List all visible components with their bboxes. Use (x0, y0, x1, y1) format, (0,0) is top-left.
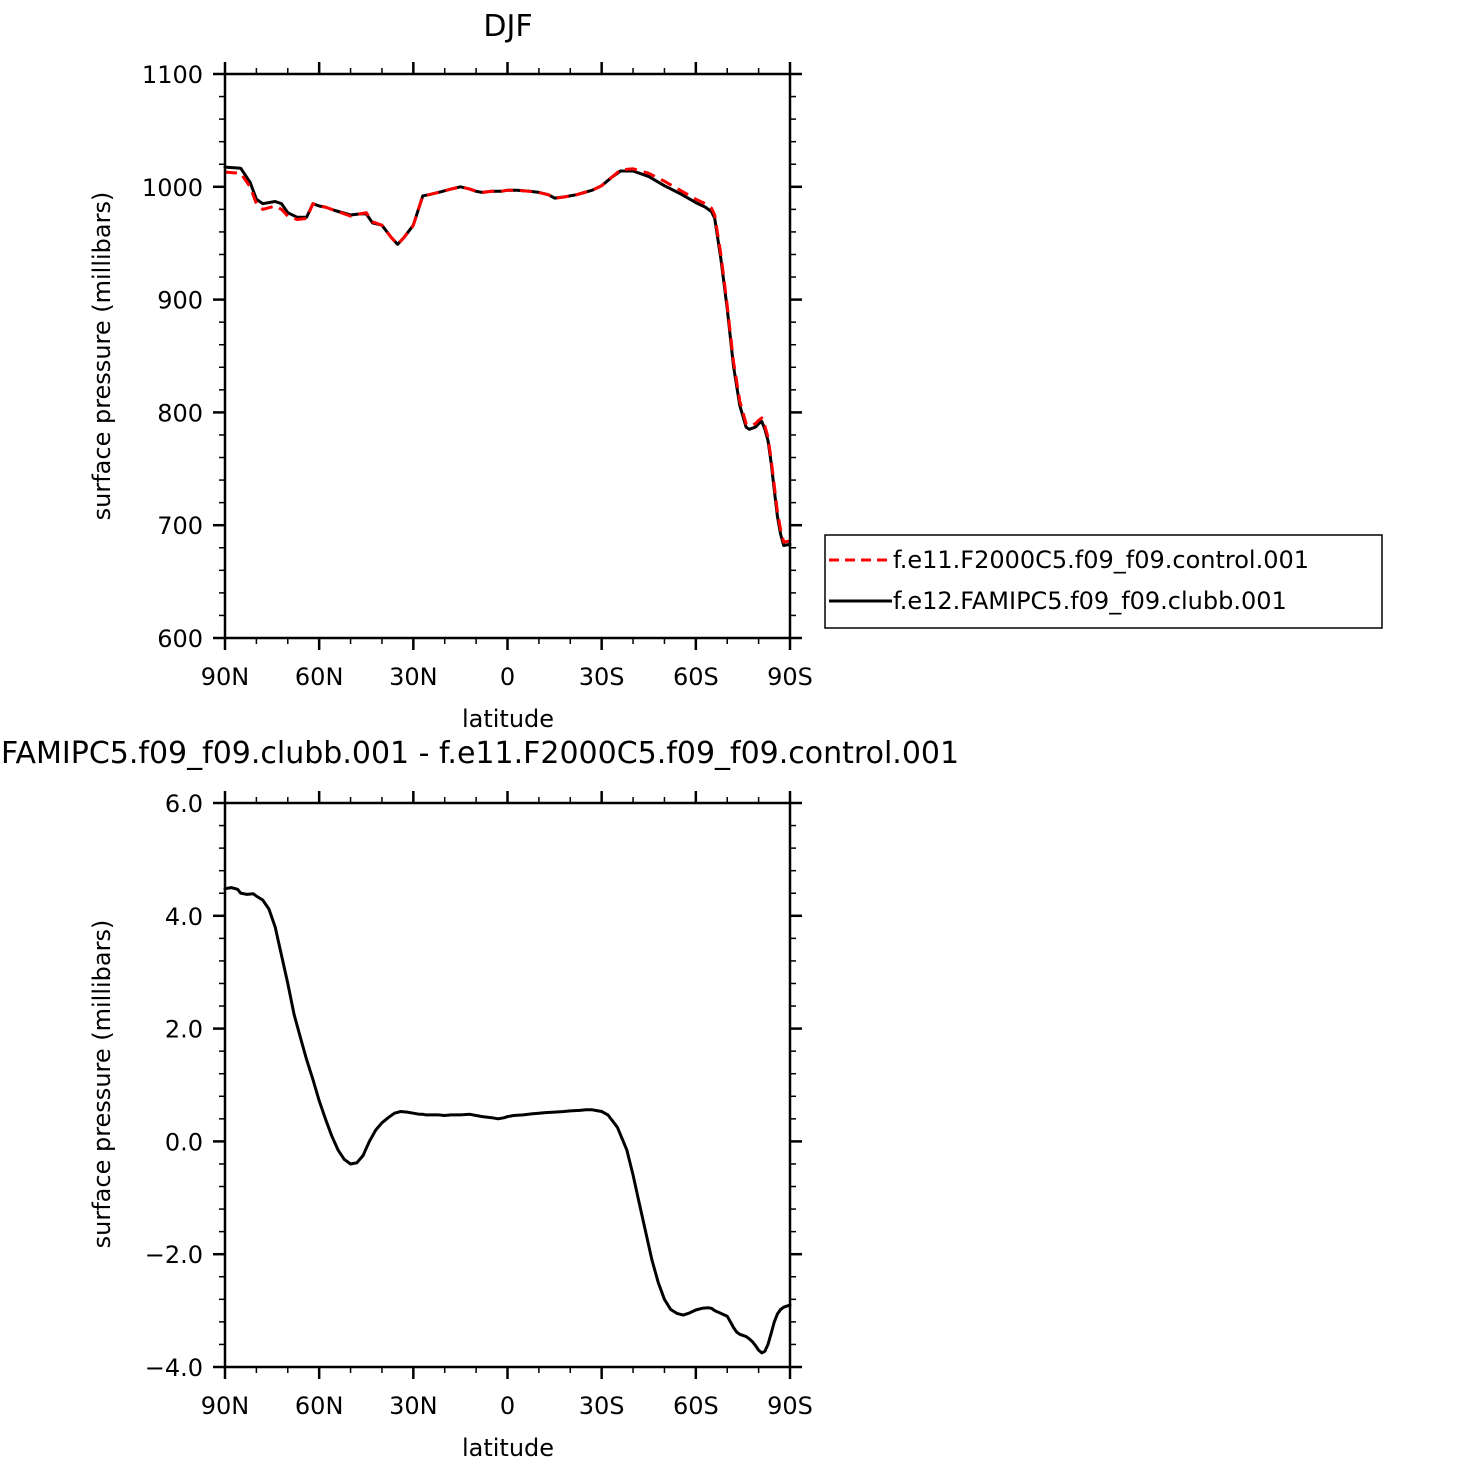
y-axis-title: surface pressure (millibars) (88, 192, 116, 521)
series-group (223, 165, 792, 547)
x-tick-label: 30S (579, 663, 625, 691)
x-tick-label: 90N (201, 663, 250, 691)
x-tick-label: 60S (673, 663, 719, 691)
legend: f.e11.F2000C5.f09_f09.control.001 f.e12.… (824, 534, 1383, 629)
x-tick-label: 90S (767, 1392, 813, 1420)
tick-group: −4.0 −2.0 0.0 2.0 4.0 6.0 90N 60N 30N 0 30S 60S 90S (145, 790, 813, 1420)
y-tick-label: −4.0 (145, 1354, 203, 1382)
y-tick-label: 1000 (142, 174, 203, 202)
y-tick-label: −2.0 (145, 1241, 203, 1269)
y-tick-label: 6.0 (165, 790, 203, 818)
x-axis-title: latitude (462, 1434, 554, 1462)
y-tick-label: 2.0 (165, 1016, 203, 1044)
legend-box (824, 534, 1383, 629)
y-tick-label: 1100 (142, 61, 203, 89)
y-tick-label: 4.0 (165, 903, 203, 931)
x-tick-label: 30N (389, 663, 438, 691)
legend-label-control: f.e11.F2000C5.f09_f09.control.001 (893, 546, 1309, 574)
y-tick-label: 600 (157, 625, 203, 653)
x-tick-label: 90S (767, 663, 813, 691)
y-tick-label: 0.0 (165, 1128, 203, 1156)
panel-bottom: f.e12.FAMIPC5.f09_f09.clubb.001 - f.e11.… (0, 736, 959, 1462)
y-tick-label: 900 (157, 287, 203, 315)
y-tick-label: 700 (157, 512, 203, 540)
x-axis-title: latitude (462, 705, 554, 733)
x-tick-label: 90N (201, 1392, 250, 1420)
x-tick-label: 0 (500, 1392, 515, 1420)
chart-title: f.e12.FAMIPC5.f09_f09.clubb.001 - f.e11.… (0, 736, 959, 771)
x-tick-label: 60N (295, 1392, 344, 1420)
series-group (223, 886, 792, 1355)
y-tick-label: 800 (157, 399, 203, 427)
x-tick-label: 60S (673, 1392, 719, 1420)
chart-title: DJF (483, 9, 532, 44)
series-line-1 (223, 165, 792, 547)
legend-label-clubb: f.e12.FAMIPC5.f09_f09.clubb.001 (893, 587, 1287, 615)
y-axis-title: surface pressure (millibars) (88, 920, 116, 1249)
plot-frame (223, 72, 792, 640)
x-tick-label: 60N (295, 663, 344, 691)
tick-group: 600 700 800 900 1000 1100 90N 60N 30N 0 30S 60S 90S (142, 61, 813, 691)
x-tick-label: 30N (389, 1392, 438, 1420)
series-line-0 (223, 886, 792, 1355)
x-tick-label: 30S (579, 1392, 625, 1420)
panel-top: DJF latitude surface pressure (millibars… (88, 9, 813, 733)
series-line-0 (224, 167, 791, 544)
plot-frame (223, 801, 792, 1369)
x-tick-label: 0 (500, 663, 515, 691)
